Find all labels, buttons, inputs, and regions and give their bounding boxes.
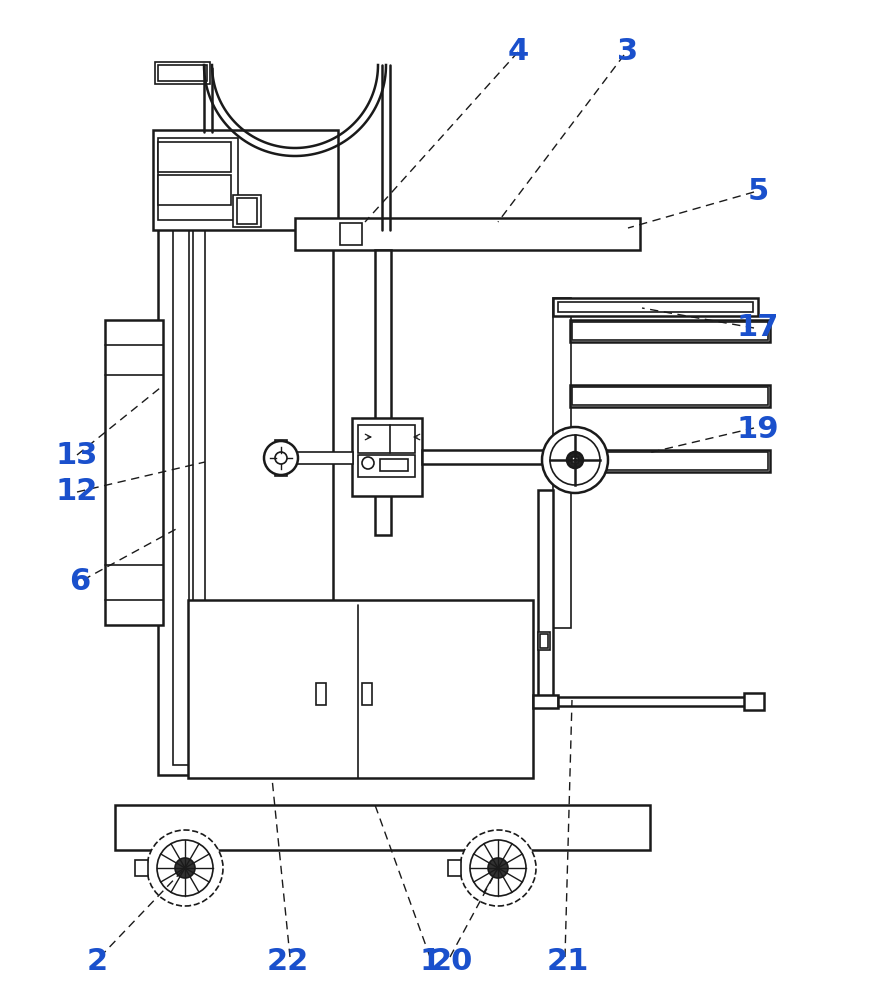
Circle shape [470,840,526,896]
Text: 13: 13 [56,440,99,470]
Circle shape [147,830,223,906]
Text: 19: 19 [737,416,780,444]
Bar [422,450,567,464]
Bar [295,218,640,250]
Bar [115,805,650,850]
Circle shape [550,435,600,485]
Bar [158,142,231,172]
Bar [538,490,553,698]
Circle shape [542,427,608,493]
Text: 22: 22 [267,948,310,976]
Bar [358,425,415,453]
Bar [352,418,422,496]
Text: 4: 4 [508,37,528,66]
Bar [135,860,148,876]
Bar [570,320,770,342]
Bar [158,65,207,81]
Bar [570,385,770,407]
Bar [540,634,548,648]
Bar [553,298,758,316]
Text: 20: 20 [431,948,473,976]
Text: 12: 12 [56,478,99,506]
Bar [572,457,578,463]
Bar [558,302,753,312]
Bar [558,697,748,706]
Bar [553,298,571,628]
Bar [275,440,287,476]
Bar [340,223,362,245]
Bar [533,695,558,708]
Text: 21: 21 [547,948,589,976]
Bar [158,175,231,205]
Bar [233,195,261,227]
Bar [316,683,326,705]
Circle shape [275,452,287,464]
Bar [193,195,205,765]
Text: 17: 17 [737,314,780,342]
Circle shape [460,830,536,906]
Bar [105,320,163,625]
Bar [572,322,768,340]
Bar [570,450,770,472]
Bar [448,860,461,876]
Bar [572,387,768,405]
Bar [572,452,768,470]
Bar [188,600,533,778]
Bar [538,632,550,650]
Bar [155,62,210,84]
Bar [380,459,408,471]
Text: 1: 1 [419,948,440,976]
Bar [362,683,372,705]
Bar [744,693,764,710]
Bar [375,250,391,535]
Circle shape [157,840,213,896]
Text: 2: 2 [86,948,107,976]
Circle shape [567,452,583,468]
Bar [358,455,415,477]
Text: 6: 6 [70,568,91,596]
Circle shape [362,457,374,469]
Circle shape [175,858,195,878]
Text: 5: 5 [747,178,768,207]
Bar [158,185,333,775]
Bar [237,198,257,224]
Circle shape [488,858,508,878]
Bar [173,195,189,765]
Bar [153,130,338,230]
Circle shape [264,441,298,475]
Text: 3: 3 [617,37,638,66]
Bar [278,452,353,464]
Bar [158,138,238,220]
